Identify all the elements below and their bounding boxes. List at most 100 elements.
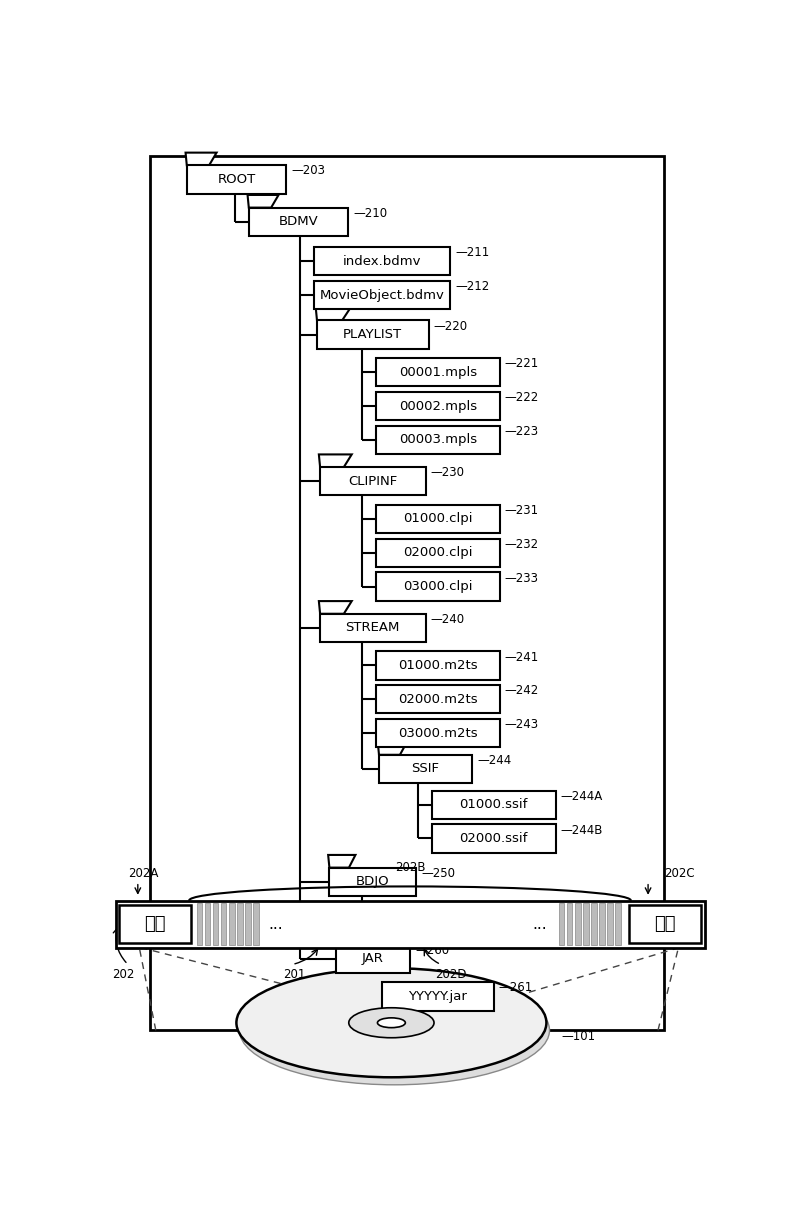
Text: ROOT: ROOT: [218, 173, 255, 186]
Bar: [197, 904, 202, 945]
Text: XXXXX.bdjo: XXXXX.bdjo: [398, 913, 478, 926]
FancyBboxPatch shape: [379, 755, 472, 783]
Text: —260: —260: [415, 944, 449, 957]
Polygon shape: [186, 153, 217, 165]
Bar: [253, 904, 258, 945]
FancyBboxPatch shape: [376, 504, 500, 532]
FancyBboxPatch shape: [376, 651, 500, 680]
Text: —221: —221: [505, 358, 539, 370]
Bar: [150, 156, 664, 1031]
Bar: [615, 904, 621, 945]
Bar: [119, 905, 190, 944]
Text: —233: —233: [505, 571, 539, 585]
FancyBboxPatch shape: [314, 281, 450, 309]
Text: 03000.m2ts: 03000.m2ts: [398, 726, 478, 740]
FancyBboxPatch shape: [187, 165, 286, 193]
Text: —210: —210: [353, 206, 387, 220]
Bar: [558, 904, 564, 945]
Polygon shape: [328, 855, 355, 868]
Text: —242: —242: [505, 685, 539, 697]
Text: 201: 201: [283, 968, 306, 982]
Text: —101: —101: [562, 1031, 596, 1044]
Text: —241: —241: [505, 651, 539, 663]
FancyBboxPatch shape: [320, 614, 426, 642]
Polygon shape: [378, 742, 407, 755]
FancyBboxPatch shape: [376, 538, 500, 567]
Ellipse shape: [237, 968, 546, 1077]
Text: BDJO: BDJO: [356, 875, 390, 888]
Text: 00003.mpls: 00003.mpls: [399, 433, 477, 447]
Text: 03000.clpi: 03000.clpi: [403, 580, 473, 593]
Text: —261: —261: [498, 982, 533, 994]
FancyBboxPatch shape: [336, 945, 410, 973]
Bar: [221, 904, 226, 945]
Text: —222: —222: [505, 391, 539, 404]
FancyBboxPatch shape: [249, 208, 348, 236]
Bar: [599, 904, 605, 945]
Text: 01000.clpi: 01000.clpi: [403, 513, 473, 525]
Text: YYYYY.jar: YYYYY.jar: [409, 990, 467, 1002]
Bar: [630, 905, 701, 944]
Bar: [575, 904, 581, 945]
Text: ...: ...: [533, 917, 547, 932]
Text: —244B: —244B: [561, 823, 603, 836]
FancyBboxPatch shape: [317, 320, 429, 349]
Polygon shape: [316, 308, 350, 320]
Bar: [245, 904, 250, 945]
Ellipse shape: [349, 1007, 434, 1038]
Text: —232: —232: [505, 537, 539, 551]
FancyBboxPatch shape: [320, 468, 426, 496]
Text: —240: —240: [430, 613, 465, 626]
Text: —223: —223: [505, 425, 539, 438]
Bar: [583, 904, 589, 945]
Polygon shape: [334, 932, 358, 945]
Text: 202C: 202C: [665, 867, 695, 880]
Text: —230: —230: [430, 466, 465, 480]
Text: —211: —211: [455, 247, 490, 259]
Text: 202A: 202A: [128, 867, 158, 880]
FancyBboxPatch shape: [376, 426, 500, 454]
Text: —243: —243: [505, 718, 539, 731]
Text: PLAYLIST: PLAYLIST: [343, 328, 402, 341]
Text: 导入: 导入: [144, 915, 166, 933]
Text: BDMV: BDMV: [278, 215, 318, 228]
Text: —212: —212: [455, 280, 490, 293]
Text: STREAM: STREAM: [346, 621, 400, 635]
FancyBboxPatch shape: [330, 868, 416, 896]
Bar: [237, 904, 242, 945]
Text: 202D: 202D: [435, 968, 466, 982]
FancyBboxPatch shape: [376, 905, 500, 933]
Text: —244: —244: [477, 753, 511, 767]
Text: JAR: JAR: [362, 952, 384, 966]
Bar: [205, 904, 210, 945]
Text: —231: —231: [505, 504, 539, 516]
FancyBboxPatch shape: [376, 392, 500, 420]
FancyBboxPatch shape: [314, 247, 450, 275]
Text: 01000.m2ts: 01000.m2ts: [398, 659, 478, 672]
FancyBboxPatch shape: [376, 685, 500, 713]
Text: 02000.m2ts: 02000.m2ts: [398, 692, 478, 706]
Ellipse shape: [239, 976, 550, 1084]
Bar: [229, 904, 234, 945]
Text: —244A: —244A: [561, 790, 603, 802]
Text: SSIF: SSIF: [411, 762, 439, 775]
Text: —203: —203: [291, 165, 325, 177]
Text: index.bdmv: index.bdmv: [343, 255, 422, 267]
Text: CLIPINF: CLIPINF: [348, 475, 398, 487]
FancyBboxPatch shape: [376, 719, 500, 747]
Text: 202: 202: [112, 968, 134, 982]
Text: —220: —220: [434, 320, 468, 332]
Ellipse shape: [378, 1018, 406, 1028]
Polygon shape: [247, 195, 278, 208]
Polygon shape: [319, 454, 352, 468]
FancyBboxPatch shape: [376, 573, 500, 601]
FancyBboxPatch shape: [376, 358, 500, 386]
Text: MovieObject.bdmv: MovieObject.bdmv: [320, 288, 445, 302]
Text: 00001.mpls: 00001.mpls: [399, 365, 477, 379]
Bar: [567, 904, 573, 945]
FancyBboxPatch shape: [382, 983, 494, 1011]
Bar: [607, 904, 613, 945]
FancyBboxPatch shape: [432, 790, 556, 819]
Text: 202B: 202B: [394, 861, 426, 874]
Text: 01000.ssif: 01000.ssif: [459, 799, 528, 811]
